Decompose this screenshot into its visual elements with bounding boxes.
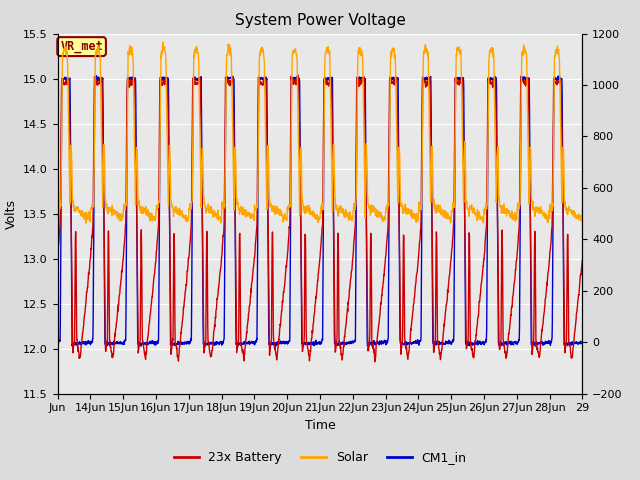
Line: Solar: Solar (58, 42, 582, 223)
CM1_in (244, 340, 252, 346)
23x Battery (224, 76, 232, 82)
CM1_in (187, 337, 195, 343)
23x Battery (244, 317, 252, 323)
Y-axis label: Volts: Volts (4, 199, 17, 228)
23x Battery (371, 359, 379, 365)
23x Battery (187, 233, 195, 239)
X-axis label: Time: Time (305, 419, 335, 432)
Title: System Power Voltage: System Power Voltage (235, 13, 405, 28)
23x Battery (294, 72, 302, 78)
Legend: 23x Battery, Solar, CM1_in: 23x Battery, Solar, CM1_in (168, 446, 472, 469)
Solar (82, 220, 90, 226)
CM1_in (93, 73, 100, 79)
Solar (330, 171, 338, 177)
Solar (547, 203, 555, 208)
23x Battery (330, 257, 338, 263)
Solar (550, 80, 558, 86)
CM1_in (224, 75, 232, 81)
23x Battery (547, 236, 555, 242)
CM1_in (550, 75, 558, 81)
Solar (54, 211, 61, 216)
CM1_in (579, 340, 586, 346)
CM1_in (547, 340, 555, 346)
CM1_in (266, 344, 274, 349)
Solar (159, 39, 167, 45)
Line: 23x Battery: 23x Battery (58, 75, 582, 362)
Solar (225, 41, 232, 47)
Solar (188, 201, 195, 207)
Solar (245, 209, 253, 215)
CM1_in (54, 342, 61, 348)
CM1_in (330, 331, 338, 336)
Line: CM1_in: CM1_in (58, 76, 582, 347)
23x Battery (550, 81, 558, 86)
23x Battery (54, 255, 61, 261)
Text: VR_met: VR_met (60, 40, 103, 53)
Solar (579, 207, 586, 213)
23x Battery (579, 256, 586, 262)
